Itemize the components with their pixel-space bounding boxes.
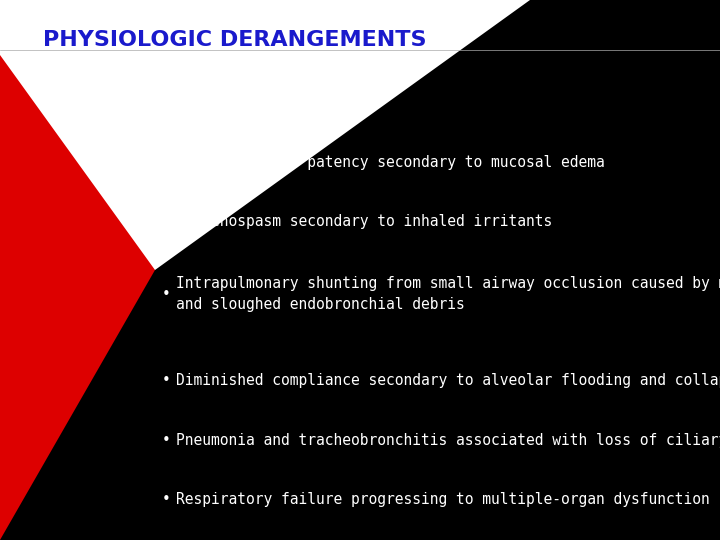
Text: •: • xyxy=(162,214,171,229)
Text: •: • xyxy=(162,433,171,448)
Text: •: • xyxy=(162,287,171,302)
Text: •: • xyxy=(162,373,171,388)
Polygon shape xyxy=(0,55,155,540)
Text: Respiratory failure progressing to multiple-organ dysfunction: Respiratory failure progressing to multi… xyxy=(176,492,710,507)
Text: Pneumonia and tracheobronchitis associated with loss of ciliary clearance: Pneumonia and tracheobronchitis associat… xyxy=(176,433,720,448)
Polygon shape xyxy=(530,0,720,55)
Text: Bronchospasm secondary to inhaled irritants: Bronchospasm secondary to inhaled irrita… xyxy=(176,214,553,229)
Text: •: • xyxy=(162,154,171,170)
Text: Loss of airway patency secondary to mucosal edema: Loss of airway patency secondary to muco… xyxy=(176,154,605,170)
Text: Intrapulmonary shunting from small airway occlusion caused by mucosal edema
and : Intrapulmonary shunting from small airwa… xyxy=(176,276,720,312)
Text: •: • xyxy=(162,492,171,507)
Text: Diminished compliance secondary to alveolar flooding and collapse: Diminished compliance secondary to alveo… xyxy=(176,373,720,388)
Text: PHYSIOLOGIC DERANGEMENTS: PHYSIOLOGIC DERANGEMENTS xyxy=(43,30,427,50)
